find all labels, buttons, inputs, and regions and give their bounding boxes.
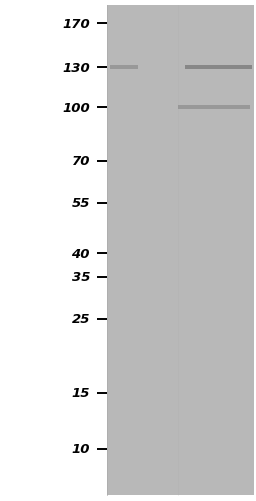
Text: 100: 100: [62, 101, 90, 114]
Text: 15: 15: [71, 387, 90, 400]
Bar: [178, 106, 250, 110]
Text: 25: 25: [71, 313, 90, 326]
Text: 10: 10: [71, 442, 90, 455]
Text: 130: 130: [62, 62, 90, 74]
Text: 170: 170: [62, 18, 90, 31]
Text: 70: 70: [71, 155, 90, 168]
Bar: [107, 6, 254, 495]
Bar: [185, 66, 252, 70]
Bar: [110, 66, 138, 70]
Text: 55: 55: [71, 197, 90, 210]
Text: 35: 35: [71, 271, 90, 284]
Text: 40: 40: [71, 247, 90, 260]
